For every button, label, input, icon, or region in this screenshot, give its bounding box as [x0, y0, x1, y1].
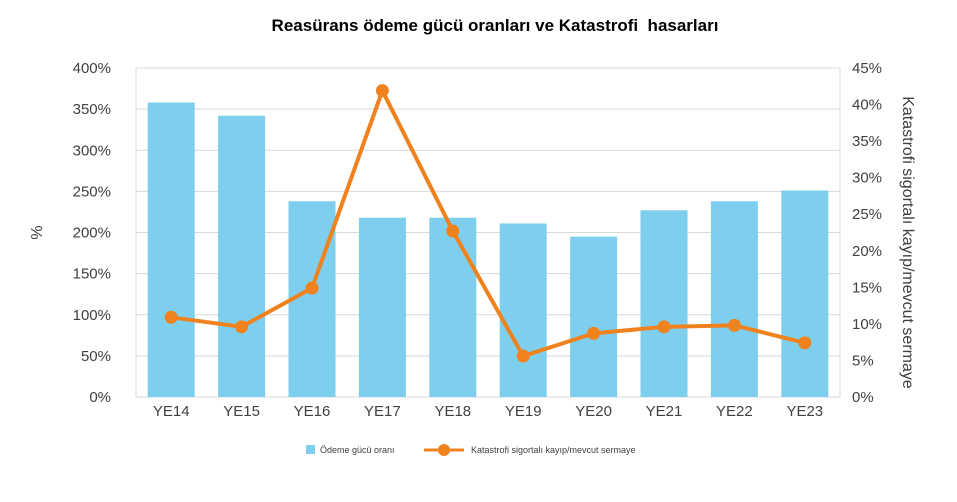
legend-label: Katastrofi sigortalı kayıp/mevcut sermay…	[471, 445, 636, 455]
y-tick-label: 400%	[73, 60, 111, 77]
bar	[147, 102, 195, 398]
y-tick-label: 200%	[73, 225, 111, 242]
series-line	[170, 88, 806, 359]
bar	[358, 217, 406, 397]
x-tick-label: YE22	[716, 403, 753, 420]
y-right-tick-label: 15%	[852, 279, 882, 296]
x-tick-label: YE15	[223, 403, 260, 420]
y-right-tick-label: 30%	[852, 170, 882, 187]
y-tick-label: 0%	[89, 389, 111, 406]
data-point	[587, 326, 601, 340]
data-point	[798, 336, 812, 350]
data-point	[727, 318, 741, 332]
y-right-tick-label: 10%	[852, 316, 882, 333]
y-right-tick-label: 25%	[852, 206, 882, 223]
y-right-tick-label: 20%	[852, 243, 882, 260]
legend-swatch-bar	[306, 445, 315, 454]
y-tick-label: 250%	[73, 183, 111, 200]
bar	[570, 236, 618, 397]
y-right-tick-label: 45%	[852, 60, 882, 77]
bar	[781, 190, 829, 397]
x-tick-label: YE18	[434, 403, 471, 420]
y-right-axis-title: Katastrofi sigortalı kayıp/mevcut sermay…	[899, 96, 916, 389]
x-tick-label: YE20	[575, 403, 612, 420]
data-point	[235, 320, 249, 334]
data-point	[657, 320, 671, 334]
x-tick-label: YE21	[646, 403, 683, 420]
y-right-tick-label: 35%	[852, 133, 882, 150]
x-tick-label: YE19	[505, 403, 542, 420]
chart-title: Reasürans ödeme gücü oranları ve Katastr…	[271, 16, 719, 35]
y-right-tick-label: 0%	[852, 389, 874, 406]
bar	[499, 223, 547, 397]
y-tick-label: 50%	[81, 348, 111, 365]
data-point	[305, 281, 319, 295]
legend-label: Ödeme gücü oranı	[320, 445, 395, 455]
bar	[218, 115, 266, 397]
x-tick-label: YE23	[786, 403, 823, 420]
y-tick-label: 300%	[73, 142, 111, 159]
bar	[640, 210, 688, 397]
legend-swatch-marker	[438, 444, 450, 456]
y-right-tick-label: 40%	[852, 97, 882, 114]
bar	[429, 217, 477, 397]
data-point	[164, 310, 178, 324]
x-tick-label: YE17	[364, 403, 401, 420]
data-point	[516, 349, 530, 363]
x-tick-label: YE14	[153, 403, 190, 420]
y-tick-label: 100%	[73, 307, 111, 324]
y-right-tick-label: 5%	[852, 352, 874, 369]
x-tick-label: YE16	[294, 403, 331, 420]
bar	[288, 201, 336, 397]
data-point	[446, 224, 460, 238]
y-tick-label: 350%	[73, 101, 111, 118]
data-point	[375, 84, 389, 98]
y-axis-title: %	[29, 225, 46, 239]
bar	[710, 201, 758, 397]
y-tick-label: 150%	[73, 266, 111, 283]
